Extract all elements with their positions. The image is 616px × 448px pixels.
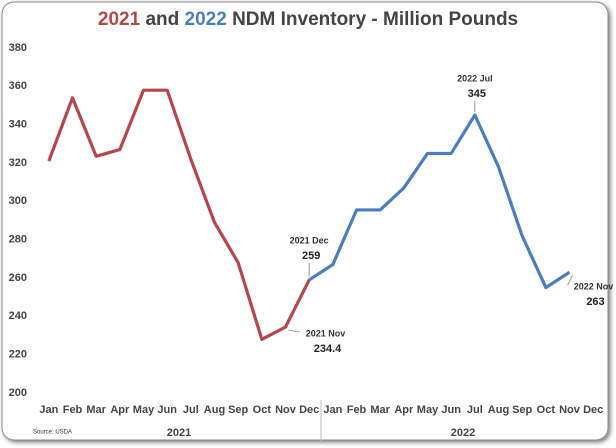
y-tick-label: 360 xyxy=(9,80,27,92)
x-tick-label: Mar xyxy=(86,404,106,416)
x-tick-label: Oct xyxy=(537,404,556,416)
line-series xyxy=(47,88,311,341)
x-tick-label: Nov xyxy=(275,404,297,416)
source: Source: USDA xyxy=(33,430,72,436)
x-tick-label: Nov xyxy=(559,404,581,416)
data-label: 234.4 xyxy=(314,343,342,355)
annotation-label: 2022 Nov xyxy=(574,282,614,292)
y-tick-label: 260 xyxy=(9,272,27,284)
x-tick-label: Apr xyxy=(394,404,414,416)
annotation-label: 2021 Nov xyxy=(306,328,346,338)
title-part: 2022 xyxy=(185,9,227,30)
x-tick-label: Jun xyxy=(441,404,461,416)
x-tick-label: Feb xyxy=(63,404,83,416)
leader-line xyxy=(288,329,300,333)
x-tick-label: Feb xyxy=(347,404,367,416)
title-part: 2021 xyxy=(98,9,141,30)
chart-title: 2021 and 2022 NDM Inventory - Million Po… xyxy=(98,9,518,30)
x-tick-label: Jan xyxy=(39,404,58,416)
x-tick-label: Apr xyxy=(110,404,130,416)
x-tick-label: Sep xyxy=(512,404,532,416)
series-connector xyxy=(307,262,335,282)
leader-line xyxy=(567,275,573,286)
line-series xyxy=(331,113,571,290)
data-label: 259 xyxy=(302,250,320,262)
y-tick-label: 320 xyxy=(9,157,27,169)
data-label: 263 xyxy=(586,296,604,308)
x-tick-label: Oct xyxy=(253,404,272,416)
y-tick-label: 340 xyxy=(9,119,27,131)
x-tick-label: Dec xyxy=(299,404,319,416)
annotation-label: 2022 Jul xyxy=(457,73,493,83)
x-tick-label: Aug xyxy=(488,404,509,416)
x-tick-label: Sep xyxy=(228,404,248,416)
frame xyxy=(1,1,609,441)
y-tick-label: 240 xyxy=(9,310,27,322)
x-tick-label: Jul xyxy=(467,404,483,416)
title-part: NDM Inventory - Million Pounds xyxy=(232,9,518,30)
group-label: 2022 xyxy=(451,427,475,439)
annotation-label: 2021 Dec xyxy=(290,235,329,245)
y-tick-label: 220 xyxy=(9,349,27,361)
x-tick-label: Jul xyxy=(183,404,199,416)
y-tick-label: 380 xyxy=(9,42,27,54)
x-tick-label: Mar xyxy=(370,404,390,416)
x-tick-label: Jun xyxy=(157,404,177,416)
y-tick-label: 280 xyxy=(9,234,27,246)
y-tick-label: 300 xyxy=(9,195,27,207)
x-tick-label: Jan xyxy=(323,404,342,416)
x-tick-label: May xyxy=(417,404,439,416)
x-tick-label: May xyxy=(133,404,155,416)
title-part: and xyxy=(145,9,179,30)
group-label: 2021 xyxy=(167,427,191,439)
data-label: 345 xyxy=(468,88,486,100)
y-tick-label: 200 xyxy=(9,387,27,399)
x-tick-label: Aug xyxy=(204,404,225,416)
x-tick-label: Dec xyxy=(583,404,603,416)
